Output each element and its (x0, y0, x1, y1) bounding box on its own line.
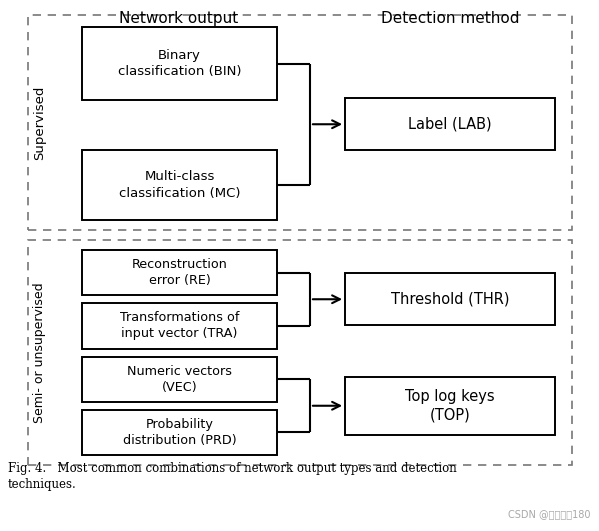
Text: Network output: Network output (119, 11, 238, 26)
Text: Binary
classification (BIN): Binary classification (BIN) (118, 49, 241, 78)
Bar (82, 27, 277, 100)
Text: Numeric vectors
(VEC): Numeric vectors (VEC) (127, 365, 232, 393)
Bar (82, 150, 277, 220)
Bar (82, 410, 277, 455)
Text: Reconstruction
error (RE): Reconstruction error (RE) (132, 258, 228, 287)
Bar (345, 98, 555, 150)
Text: Threshold (THR): Threshold (THR) (391, 292, 509, 307)
Text: Label (LAB): Label (LAB) (408, 117, 492, 132)
Text: Fig. 4.   Most common combinations of network output types and detection: Fig. 4. Most common combinations of netw… (8, 462, 457, 475)
Bar (82, 356, 277, 402)
Text: techniques.: techniques. (8, 478, 77, 491)
Bar (28, 15, 572, 230)
Text: Transformations of
input vector (TRA): Transformations of input vector (TRA) (120, 311, 239, 340)
Text: Top log keys
(TOP): Top log keys (TOP) (405, 389, 495, 423)
Bar (82, 250, 277, 295)
Text: Multi-class
classification (MC): Multi-class classification (MC) (119, 170, 240, 200)
Text: Detection method: Detection method (381, 11, 519, 26)
Bar (28, 240, 572, 465)
Bar (345, 273, 555, 326)
Bar (345, 377, 555, 435)
Text: Semi- or unsupervised: Semi- or unsupervised (34, 282, 47, 423)
Text: Supervised: Supervised (34, 85, 47, 160)
Text: Probability
distribution (PRD): Probability distribution (PRD) (123, 418, 237, 447)
Bar (82, 303, 277, 348)
Text: CSDN @迷路亿合180: CSDN @迷路亿合180 (509, 509, 591, 519)
